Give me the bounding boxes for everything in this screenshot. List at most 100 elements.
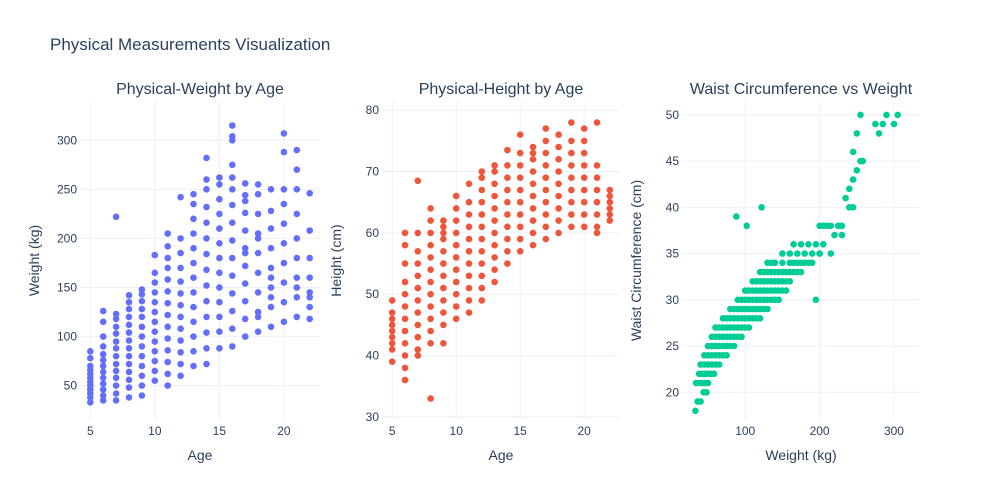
data-point: [779, 259, 786, 267]
data-point: [491, 229, 498, 237]
data-point: [849, 148, 857, 156]
data-point: [241, 262, 249, 270]
data-point: [516, 223, 524, 231]
data-point: [401, 352, 409, 359]
data-point: [125, 376, 133, 384]
data-point: [782, 287, 790, 294]
data-point: [151, 289, 159, 296]
data-point: [516, 248, 524, 255]
data-point: [808, 250, 816, 257]
data-point: [401, 376, 409, 384]
data-point: [138, 323, 146, 331]
data-point: [388, 346, 396, 353]
data-point: [164, 347, 171, 354]
data-point: [542, 198, 550, 206]
data-point: [440, 260, 447, 267]
data-point: [478, 186, 486, 194]
data-point: [894, 111, 901, 119]
data-point: [593, 223, 601, 231]
data-point: [254, 181, 262, 188]
data-point: [112, 360, 120, 368]
data-point: [580, 125, 588, 132]
tick-labels: 100 200 300 20 25 30 35 40 45 50: [666, 108, 905, 438]
data-point: [254, 230, 262, 237]
data-point: [555, 192, 562, 200]
x-tick-label: 200: [810, 424, 830, 438]
data-point: [164, 370, 171, 378]
x-tick-label: 100: [735, 424, 755, 438]
data-point: [293, 284, 301, 291]
data-point: [87, 362, 94, 370]
data-point: [715, 361, 723, 368]
tick-labels: 5 10 15 20 50 100 150 200 250 300: [57, 133, 291, 438]
data-point: [125, 352, 133, 360]
data-point: [203, 235, 210, 242]
data-point: [112, 352, 120, 360]
data-point: [440, 309, 447, 316]
data-point: [529, 156, 537, 163]
data-point: [414, 321, 422, 329]
y-tick-label: 250: [57, 182, 77, 196]
data-point: [203, 282, 210, 289]
data-point: [529, 149, 537, 157]
data-point: [112, 323, 120, 331]
y-axis-label: Waist Circumference (cm): [628, 180, 644, 341]
data-point: [190, 303, 197, 311]
data-point: [229, 237, 236, 244]
data-point: [452, 229, 460, 237]
data-point: [758, 204, 765, 211]
data-point: [478, 211, 486, 218]
data-point: [388, 297, 396, 304]
data-point: [293, 313, 301, 321]
data-point: [254, 269, 262, 277]
data-point: [267, 264, 275, 272]
x-tick-label: 300: [884, 424, 904, 438]
data-point: [164, 230, 171, 237]
data-point: [593, 186, 601, 194]
data-point: [306, 190, 314, 197]
data-point: [478, 168, 486, 175]
figure-title: Physical Measurements Visualization: [50, 35, 330, 54]
data-point: [504, 248, 511, 255]
data-point: [125, 298, 133, 306]
data-point: [529, 205, 537, 212]
data-point: [542, 211, 550, 218]
data-point: [465, 198, 473, 206]
data-point: [138, 372, 146, 380]
data-point: [388, 327, 396, 335]
data-point: [568, 119, 575, 126]
y-tick-label: 45: [666, 154, 680, 168]
data-point: [125, 329, 133, 336]
data-point: [516, 131, 524, 138]
data-point: [254, 210, 262, 218]
data-point: [606, 198, 614, 206]
data-point: [872, 120, 879, 128]
data-point: [138, 313, 146, 321]
data-point: [190, 259, 197, 267]
data-point: [478, 284, 486, 292]
data-point: [491, 278, 498, 286]
y-axis-label: Weight (kg): [26, 225, 42, 296]
data-point: [730, 342, 738, 350]
data-point: [440, 297, 447, 304]
data-point: [816, 250, 823, 257]
data-point: [440, 223, 447, 231]
data-point: [138, 392, 146, 399]
data-point: [267, 274, 275, 282]
data-point: [478, 198, 486, 206]
data-point: [164, 323, 171, 331]
data-point: [401, 278, 409, 286]
data-point: [112, 397, 120, 404]
data-point: [606, 192, 614, 200]
data-point: [254, 308, 262, 316]
data-point: [452, 217, 460, 224]
data-point: [529, 143, 537, 151]
data-point: [580, 162, 588, 169]
data-point: [99, 362, 107, 370]
data-point: [427, 254, 434, 261]
data-point: [427, 315, 434, 323]
data-point: [491, 217, 498, 224]
data-point: [306, 254, 314, 262]
data-point: [703, 389, 710, 396]
